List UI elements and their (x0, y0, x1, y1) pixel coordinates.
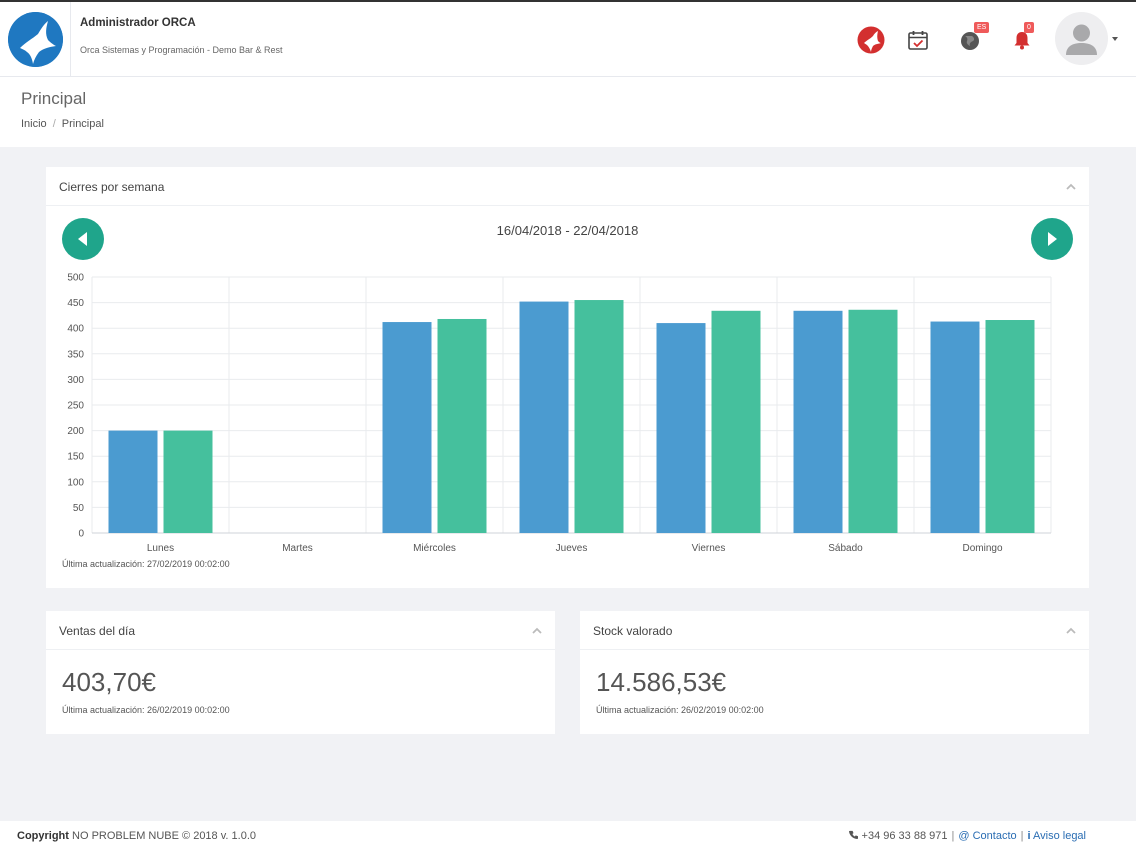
breadcrumb: Inicio / Principal (21, 118, 104, 130)
contact-link[interactable]: @ Contacto (958, 830, 1016, 842)
y-tick-label: 100 (67, 477, 84, 488)
previous-week-button[interactable] (62, 218, 104, 260)
y-tick-label: 150 (67, 452, 84, 463)
bar-jueves-series-2 (574, 300, 624, 533)
page-header: Principal Inicio / Principal (0, 77, 1136, 147)
y-tick-label: 450 (67, 298, 84, 309)
stock-value-panel: Stock valorado 14.586,53€ Última actuali… (580, 611, 1089, 734)
daily-sales-value: 403,70€ (62, 667, 156, 697)
top-header: Administrador ORCA Orca Sistemas y Progr… (0, 0, 1136, 77)
bar-viernes-series-2 (711, 310, 761, 533)
x-tick-label: Martes (282, 543, 313, 554)
y-tick-label: 250 (67, 401, 84, 412)
panel-header: Cierres por semana (46, 167, 1089, 206)
footer-links: +34 96 33 88 971 | @ Contacto | i Aviso lega… (849, 830, 1086, 842)
footer: Copyright NO PROBLEM NUBE © 2018 v. 1.0.… (0, 821, 1136, 852)
bar-domingo-series-2 (985, 320, 1035, 533)
legal-notice-link[interactable]: i Aviso legal (1027, 830, 1086, 842)
x-tick-label: Domingo (962, 543, 1002, 554)
collapse-chevron-up-icon[interactable] (1065, 625, 1077, 637)
footer-copyright: Copyright NO PROBLEM NUBE © 2018 v. 1.0.… (17, 830, 256, 842)
breadcrumb-separator: / (52, 118, 56, 130)
next-week-button[interactable] (1031, 218, 1073, 260)
y-tick-label: 400 (67, 324, 84, 335)
legal-label: Aviso legal (1033, 830, 1086, 842)
footer-separator: | (951, 830, 955, 842)
orca-app-button[interactable] (857, 26, 885, 54)
x-tick-label: Sábado (828, 543, 863, 554)
company-subtitle: Orca Sistemas y Programación - Demo Bar … (80, 45, 283, 55)
week-range: 16/04/2018 - 22/04/2018 (496, 223, 639, 238)
bar-domingo-series-1 (930, 321, 980, 533)
language-badge: ES (974, 22, 990, 33)
arrow-left-icon (78, 232, 87, 246)
bell-icon (1014, 32, 1030, 50)
bar-lunes-series-1 (108, 430, 158, 533)
sales-last-updated: Última actualización: 26/02/2019 00:02:0… (62, 705, 230, 715)
bar-sábado-series-1 (793, 310, 843, 533)
panel-title: Cierres por semana (59, 180, 165, 194)
weekly-closings-panel: Cierres por semana 16/04/2018 - 22/04/20… (46, 167, 1089, 588)
contact-label: Contacto (972, 830, 1017, 842)
panel-header: Stock valorado (580, 611, 1089, 650)
bar-miércoles-series-1 (382, 322, 432, 533)
info-icon: i (1027, 830, 1031, 842)
stock-value: 14.586,53€ (596, 667, 727, 697)
language-button[interactable]: ES (956, 22, 990, 54)
brand-divider (70, 2, 71, 77)
x-tick-label: Lunes (147, 543, 174, 554)
y-tick-label: 50 (73, 503, 85, 514)
orca-red-icon (857, 26, 885, 54)
calendar-button[interactable] (904, 26, 932, 54)
breadcrumb-home-link[interactable]: Inicio (21, 118, 47, 130)
bar-lunes-series-2 (163, 430, 213, 533)
footer-phone: +34 96 33 88 971 (861, 830, 948, 842)
breadcrumb-current: Principal (61, 118, 104, 130)
copyright-text: NO PROBLEM NUBE © 2018 v. 1.0.0 (72, 830, 256, 842)
y-tick-label: 200 (67, 426, 84, 437)
panel-header: Ventas del día (46, 611, 555, 650)
bar-jueves-series-1 (519, 301, 569, 533)
app-title: Administrador ORCA (80, 17, 196, 29)
collapse-chevron-up-icon[interactable] (1065, 181, 1077, 193)
orca-logo[interactable] (8, 12, 63, 67)
notifications-badge: 0 (1024, 22, 1034, 33)
user-icon (1066, 24, 1097, 55)
bar-sábado-series-2 (848, 309, 898, 533)
phone-icon (849, 830, 859, 839)
stock-last-updated: Última actualización: 26/02/2019 00:02:0… (596, 705, 764, 715)
weekly-bar-chart: 0 50 100 150 200 250 300 350 400 450 500 Lunes Marte… (67, 273, 1052, 554)
x-tick-label: Viernes (692, 543, 726, 554)
bar-miércoles-series-2 (437, 318, 487, 533)
collapse-chevron-up-icon[interactable] (531, 625, 543, 637)
daily-sales-panel: Ventas del día 403,70€ Última actualizac… (46, 611, 555, 734)
user-avatar[interactable] (1055, 12, 1108, 65)
x-tick-label: Jueves (556, 543, 588, 554)
panel-title: Ventas del día (59, 624, 136, 638)
copyright-label: Copyright (17, 830, 69, 842)
arrow-right-icon (1048, 232, 1057, 246)
at-icon: @ (958, 830, 970, 842)
page-title: Principal (21, 89, 87, 108)
orca-logo-icon (8, 12, 63, 67)
y-tick-label: 500 (67, 273, 84, 284)
user-menu-caret-icon[interactable] (1112, 37, 1118, 41)
y-tick-label: 0 (78, 529, 84, 540)
chart-last-updated: Última actualización: 27/02/2019 00:02:0… (62, 559, 230, 569)
calendar-check-icon (908, 31, 928, 50)
bar-viernes-series-1 (656, 323, 706, 533)
y-tick-label: 300 (67, 375, 84, 386)
y-tick-label: 350 (67, 349, 84, 360)
notifications-button[interactable]: 0 (1008, 22, 1036, 54)
globe-icon (961, 32, 979, 50)
footer-separator: | (1020, 830, 1024, 842)
panel-title: Stock valorado (593, 624, 673, 638)
x-tick-label: Miércoles (413, 543, 456, 554)
